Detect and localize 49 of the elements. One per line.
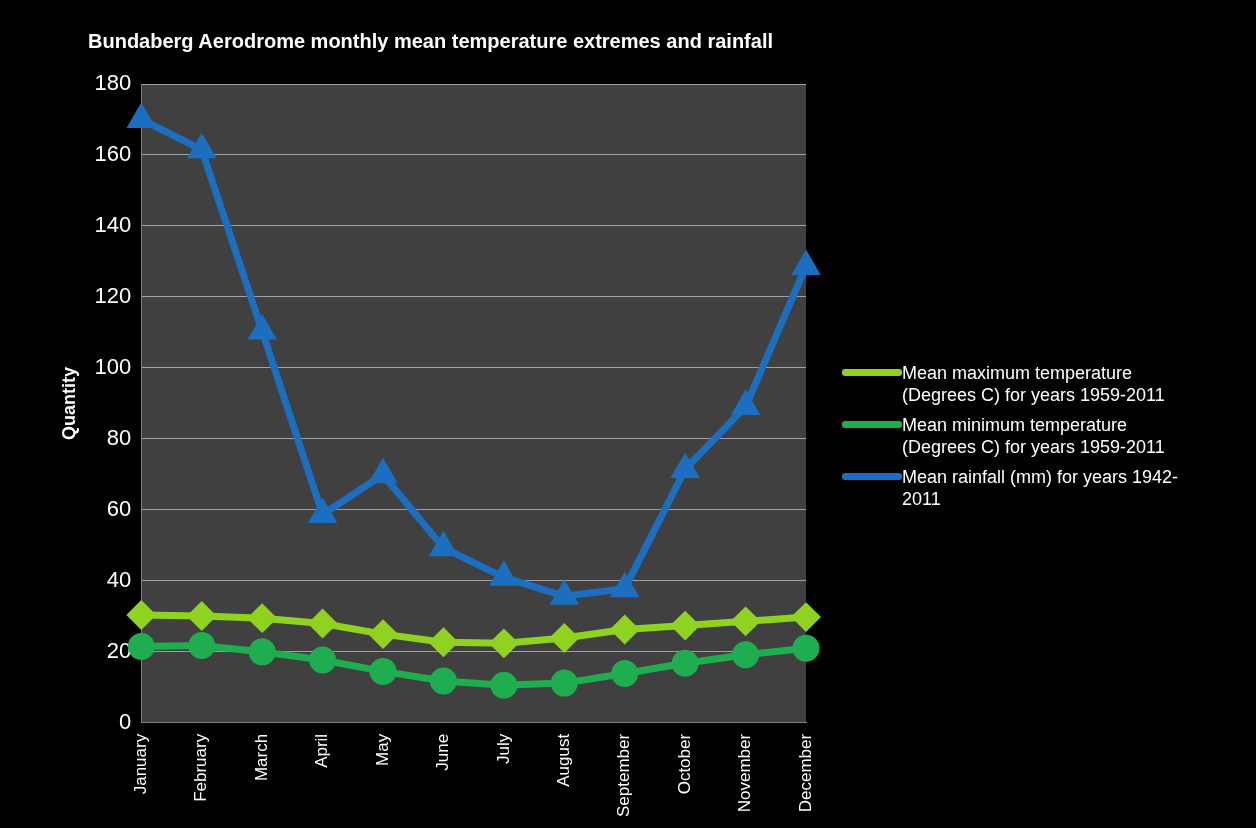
y-tick-label: 100	[94, 353, 132, 379]
point	[490, 671, 518, 699]
point	[369, 620, 397, 648]
point	[188, 602, 216, 630]
point	[611, 616, 639, 643]
point	[127, 601, 155, 629]
x-tick-label: October	[674, 733, 694, 795]
x-tick-label: November	[735, 733, 755, 813]
point	[490, 629, 518, 657]
y-tick-label: 40	[106, 566, 132, 592]
x-tick-label: January	[130, 733, 150, 795]
x-tick-label: April	[312, 733, 332, 768]
point	[550, 669, 578, 697]
y-tick-label: 80	[106, 424, 132, 450]
legend-label: Mean minimum temperature (Degrees C) for years 1959-2011	[902, 414, 1166, 458]
point	[309, 646, 337, 674]
y-tick-label: 160	[94, 141, 132, 167]
chart-title: Bundaberg Aerodrome monthly mean temperature extremes and rainfall	[88, 29, 773, 52]
point	[611, 660, 639, 688]
point	[429, 628, 457, 656]
x-tick-label: February	[191, 733, 211, 802]
y-tick-label: 0	[119, 708, 132, 734]
point	[369, 657, 397, 685]
point	[550, 624, 578, 652]
y-tick-label: 60	[106, 495, 132, 521]
point	[792, 603, 820, 631]
point	[732, 641, 760, 669]
point	[248, 638, 276, 666]
x-tick-label: December	[795, 733, 815, 813]
point	[429, 667, 457, 695]
y-tick-label: 180	[94, 70, 132, 96]
point	[671, 612, 699, 640]
point	[732, 607, 760, 635]
point	[248, 604, 276, 632]
x-tick-label: June	[433, 733, 453, 771]
x-tick-label: March	[251, 733, 271, 782]
x-tick-label: May	[372, 733, 392, 766]
y-axis-title: Quantity	[58, 366, 79, 440]
x-tick-label: August	[553, 733, 573, 787]
legend-label: Mean maximum temperature (Degrees C) for years 1959-2011	[902, 362, 1166, 406]
point	[671, 649, 699, 677]
point	[188, 631, 216, 659]
legend-label: Mean rainfall (mm) for years 1942-2011	[902, 466, 1180, 510]
y-tick-label: 120	[94, 283, 132, 309]
point	[792, 634, 820, 662]
x-tick-label: September	[614, 733, 634, 818]
y-tick-label: 140	[94, 212, 132, 238]
x-tick-label: July	[493, 733, 513, 765]
point	[309, 609, 337, 637]
